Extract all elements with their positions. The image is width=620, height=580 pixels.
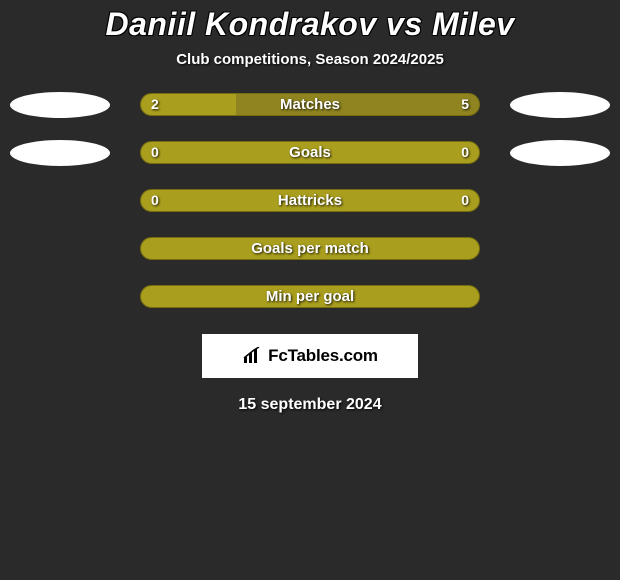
bar-chart-icon (242, 347, 264, 365)
stat-row: 25Matches (0, 92, 620, 118)
player-left-dot (10, 92, 110, 118)
brand-text: FcTables.com (268, 346, 378, 366)
stat-bar: Min per goal (140, 285, 480, 308)
stat-bar: Goals per match (140, 237, 480, 260)
stat-row: 00Goals (0, 140, 620, 166)
stat-row: Goals per match (0, 236, 620, 262)
brand-badge[interactable]: FcTables.com (202, 334, 418, 378)
stat-label: Matches (141, 94, 479, 115)
stat-label: Min per goal (141, 286, 479, 307)
stat-label: Goals (141, 142, 479, 163)
stat-row: 00Hattricks (0, 188, 620, 214)
date-text: 15 september 2024 (0, 396, 620, 414)
stat-bar: 00Hattricks (140, 189, 480, 212)
stat-label: Goals per match (141, 238, 479, 259)
player-right-dot (510, 140, 610, 166)
comparison-card: Daniil Kondrakov vs Milev Club competiti… (0, 0, 620, 414)
player-left-dot (10, 140, 110, 166)
page-title: Daniil Kondrakov vs Milev (0, 6, 620, 43)
stat-label: Hattricks (141, 190, 479, 211)
page-subtitle: Club competitions, Season 2024/2025 (0, 51, 620, 68)
player-right-dot (510, 92, 610, 118)
stat-bar: 25Matches (140, 93, 480, 116)
stat-bar: 00Goals (140, 141, 480, 164)
stat-rows-container: 25Matches 00Goals 00Hattricks Goals per mat… (0, 92, 620, 310)
stat-row: Min per goal (0, 284, 620, 310)
